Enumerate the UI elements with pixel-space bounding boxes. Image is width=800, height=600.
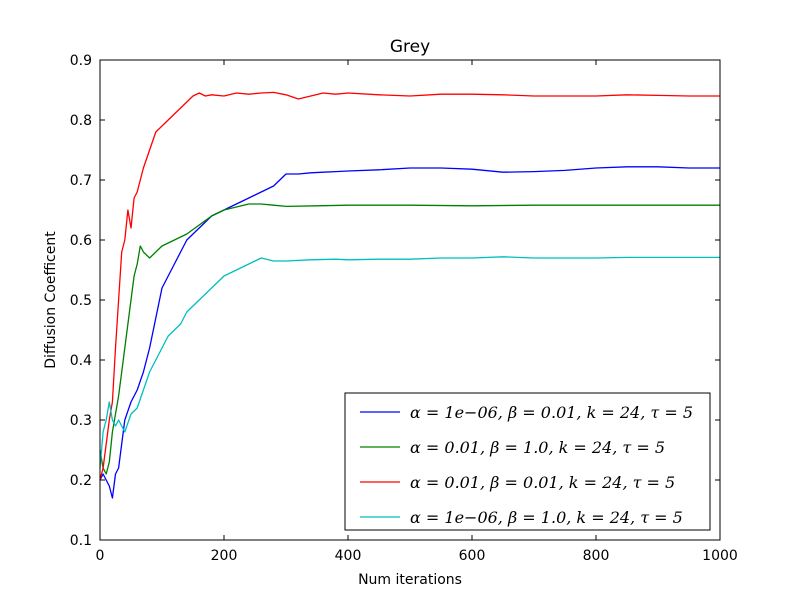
legend-box <box>344 392 711 531</box>
x-tick-label: 600 <box>459 548 486 564</box>
x-tick-label: 1000 <box>702 548 738 564</box>
y-tick-label: 0.2 <box>70 473 92 489</box>
legend-label-4: α = 1e−06, β = 1.0, k = 24, τ = 5 <box>410 508 683 527</box>
legend-label-3: α = 0.01, β = 0.01, k = 24, τ = 5 <box>410 473 675 492</box>
y-tick-label: 0.6 <box>70 233 92 249</box>
y-tick-label: 0.9 <box>70 53 92 69</box>
chart-title: Grey <box>390 37 430 57</box>
y-tick-label: 0.5 <box>70 293 92 309</box>
plot-lines <box>99 91 720 499</box>
y-tick-label: 0.3 <box>70 413 92 429</box>
legend-label-2: α = 0.01, β = 1.0, k = 24, τ = 5 <box>410 438 665 457</box>
legend: α = 1e−06, β = 0.01, k = 24, τ = 5 α = 0.… <box>344 392 711 531</box>
y-axis-label: Diffusion Coefficent <box>43 231 59 369</box>
x-axis-label: Num iterations <box>358 572 462 588</box>
y-tick-label: 0.8 <box>70 113 92 129</box>
y-tick-label: 0.1 <box>70 533 92 549</box>
axis-ticks: 0 200 400 600 800 1000 0.1 0.2 0.3 0.4 0.5 0.6 0.7 0.… <box>70 53 738 564</box>
y-tick-label: 0.4 <box>70 353 92 369</box>
legend-items: α = 1e−06, β = 0.01, k = 24, τ = 5 α = 0.… <box>360 403 693 527</box>
y-tick-label: 0.7 <box>70 173 92 189</box>
x-tick-label: 0 <box>96 548 105 564</box>
series-line-3 <box>99 91 720 481</box>
legend-label-1: α = 1e−06, β = 0.01, k = 24, τ = 5 <box>410 403 693 422</box>
x-tick-label: 400 <box>335 548 362 564</box>
x-tick-label: 200 <box>211 548 238 564</box>
x-tick-label: 800 <box>583 548 610 564</box>
series-line-4 <box>99 256 720 469</box>
series-line-2 <box>99 203 720 475</box>
